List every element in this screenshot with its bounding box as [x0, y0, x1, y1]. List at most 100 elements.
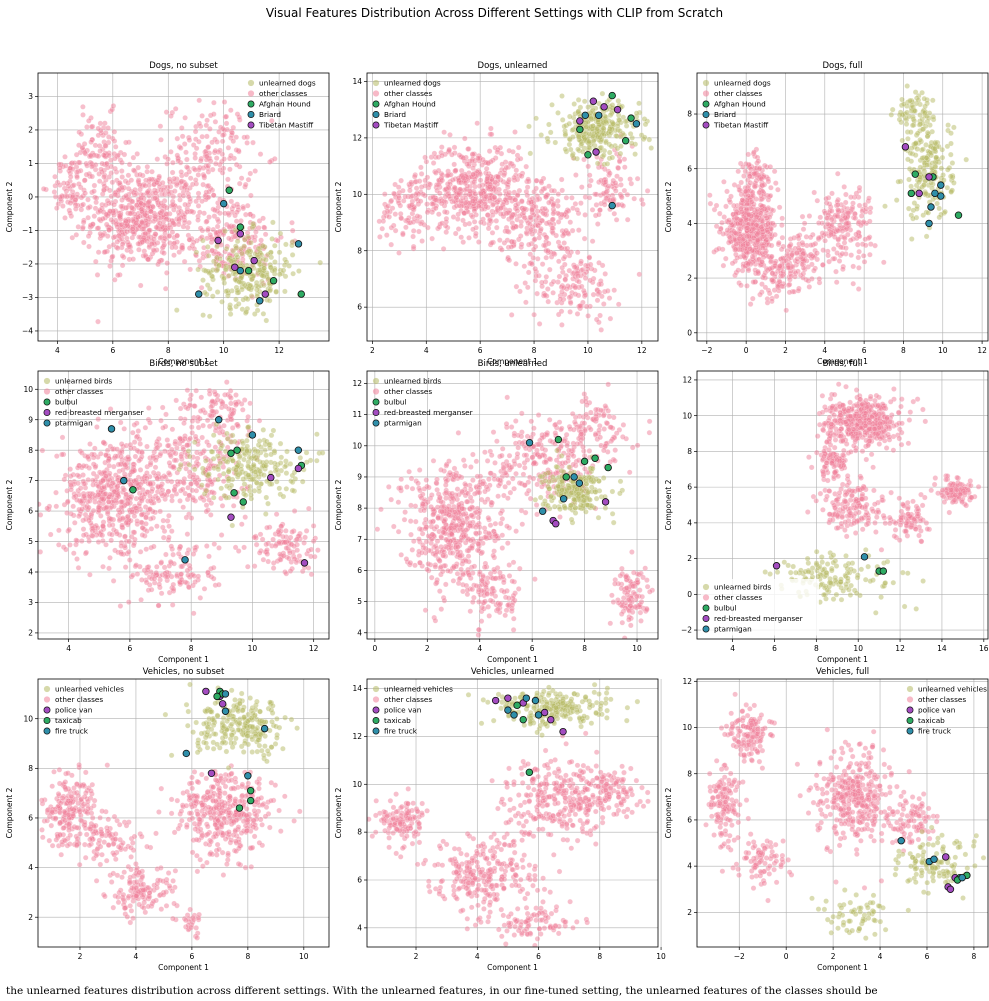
unlearned-point — [604, 161, 611, 167]
other-classes-point — [146, 405, 152, 411]
other-classes-point — [161, 238, 167, 244]
highlight-point — [613, 105, 622, 114]
other-classes-point — [131, 422, 138, 428]
other-classes-point — [861, 259, 868, 265]
other-classes-point — [152, 195, 158, 201]
other-classes-point — [532, 277, 539, 284]
other-classes-point — [205, 227, 211, 233]
other-classes-point — [125, 185, 132, 192]
other-classes-point — [87, 441, 93, 447]
unlearned-point — [642, 121, 649, 128]
other-classes-point — [539, 279, 545, 286]
other-classes-point — [409, 202, 415, 208]
other-classes-point — [458, 234, 464, 240]
unlearned-point — [921, 168, 928, 174]
unlearned-point — [290, 270, 296, 277]
other-classes-point — [166, 470, 172, 476]
other-classes-point — [726, 239, 732, 246]
other-classes-point — [789, 251, 795, 258]
other-classes-point — [862, 236, 868, 242]
other-classes-point — [167, 183, 174, 190]
other-classes-point — [617, 176, 624, 183]
other-classes-point — [512, 129, 518, 135]
other-classes-point — [168, 453, 174, 460]
other-classes-point — [75, 224, 82, 230]
scatter-points — [367, 90, 654, 333]
unlearned-point — [633, 110, 640, 116]
other-classes-point — [855, 286, 862, 292]
other-classes-point — [588, 177, 594, 184]
x-tick-label: 10 — [219, 346, 229, 355]
highlight-point — [937, 181, 945, 189]
unlearned-point — [263, 257, 269, 263]
other-classes-point — [474, 120, 480, 126]
unlearned-point — [641, 134, 648, 141]
other-classes-point — [190, 472, 197, 478]
other-classes-point — [573, 172, 579, 178]
other-classes-point — [618, 182, 624, 188]
other-classes-point — [150, 204, 156, 210]
other-classes-point — [779, 222, 785, 228]
unlearned-point — [223, 288, 229, 295]
other-classes-point — [154, 156, 161, 162]
other-classes-point — [107, 443, 114, 450]
other-classes-point — [707, 192, 713, 198]
other-classes-point — [521, 215, 528, 221]
other-classes-point — [577, 303, 583, 309]
other-classes-point — [799, 213, 806, 220]
other-classes-point — [301, 540, 307, 546]
other-classes-point — [135, 428, 142, 434]
other-classes-point — [533, 273, 539, 279]
unlearned-point — [567, 113, 573, 120]
other-classes-point — [114, 224, 121, 230]
other-classes-point — [472, 176, 478, 182]
other-classes-point — [487, 217, 493, 224]
other-classes-point — [150, 247, 157, 253]
other-classes-point — [640, 201, 646, 207]
unlearned-point — [951, 124, 957, 131]
other-classes-point — [155, 177, 161, 183]
y-tick-label: 8 — [357, 246, 362, 255]
other-classes-point — [164, 270, 170, 276]
other-classes-point — [745, 261, 751, 267]
other-classes-point — [575, 273, 581, 279]
other-classes-point — [217, 228, 223, 235]
other-classes-point — [105, 499, 112, 505]
other-classes-point — [203, 122, 210, 129]
other-classes-point — [610, 197, 616, 203]
other-classes-point — [428, 154, 435, 160]
other-classes-point — [787, 276, 793, 283]
other-classes-point — [125, 454, 131, 460]
unlearned-point — [255, 245, 262, 252]
unlearned-point — [233, 245, 240, 251]
other-classes-point — [750, 279, 757, 285]
other-classes-point — [856, 184, 863, 191]
other-classes-point — [119, 241, 126, 247]
other-classes-point — [557, 296, 564, 302]
other-classes-point — [40, 186, 47, 192]
unlearned-point — [239, 250, 245, 257]
other-classes-point — [230, 503, 237, 509]
other-classes-point — [134, 518, 140, 524]
other-classes-point — [785, 264, 791, 271]
other-classes-point — [149, 241, 155, 247]
other-classes-point — [601, 201, 608, 208]
other-classes-point — [841, 184, 847, 190]
other-classes-point — [488, 131, 495, 138]
unlearned-point — [622, 118, 629, 125]
y-tick-label: 6 — [357, 303, 362, 312]
other-classes-point — [550, 290, 556, 296]
figure-title: Visual Features Distribution Across Diff… — [265, 6, 724, 20]
other-classes-point — [152, 190, 159, 196]
other-classes-point — [104, 164, 111, 171]
y-tick-label: 0 — [28, 193, 33, 202]
other-classes-point — [95, 249, 102, 255]
other-classes-point — [464, 161, 470, 167]
highlight-point — [600, 103, 608, 111]
other-classes-point — [236, 180, 243, 187]
y-tick-label: 8 — [687, 110, 692, 119]
other-classes-point — [110, 103, 117, 109]
legend-label: Tibetan Mastiff — [258, 121, 314, 130]
y-tick-label: −4 — [22, 327, 33, 336]
unlearned-point — [936, 205, 942, 212]
